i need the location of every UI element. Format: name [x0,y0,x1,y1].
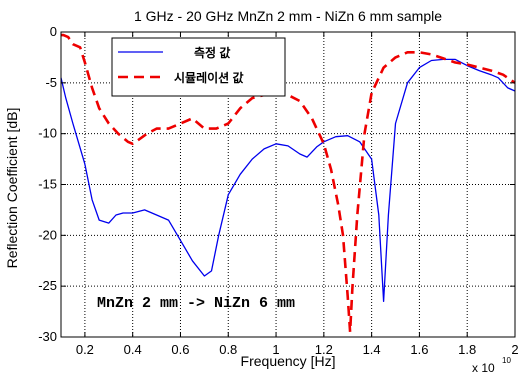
y-axis-label: Reflection Coefficient [dB] [4,108,20,269]
x-tick-label: 0.2 [76,342,94,357]
x-tick-label: 1.4 [363,342,381,357]
x-axis-label: Frequency [Hz] [241,353,336,369]
y-tick-label: -20 [38,227,57,242]
y-tick-label: -10 [38,126,57,141]
legend-label-measured: 측정 값 [194,45,230,60]
x-multiplier-label: x 10 [472,361,495,375]
x-tick-label: 1.6 [410,342,428,357]
grid [61,32,515,337]
x-tick-label: 1.8 [458,342,476,357]
x-tick-label: 1.2 [315,342,333,357]
y-tick-label: -5 [45,75,57,90]
tick-layer: 0.2 0.4 0.6 0.8 1 1.2 1.4 1.6 1.8 2 -30 -25 -20 -15 -1… [38,24,518,357]
y-tick-label: -25 [38,278,57,293]
chart-title: 1 GHz - 20 GHz MnZn 2 mm - NiZn 6 mm sam… [134,8,442,24]
x-multiplier-exponent: 10 [502,356,511,365]
legend-box [111,37,286,97]
series-line-measured [60,58,516,303]
legend: 측정 값 시뮬레이션 값 [111,37,286,97]
x-tick-label: 0.6 [171,342,189,357]
y-tick-label: -15 [38,177,57,192]
x-tick-label: 1 [272,342,279,357]
y-tick-label: -30 [38,329,57,344]
x-tick-label: 0.4 [124,342,142,357]
y-tick-label: 0 [50,24,57,39]
x-tick-label: 0.8 [219,342,237,357]
x-tick-label: 2 [511,342,518,357]
legend-label-simulated: 시뮬레이션 값 [174,70,244,85]
annotation-text: MnZn 2 mm -> NiZn 6 mm [97,295,295,312]
